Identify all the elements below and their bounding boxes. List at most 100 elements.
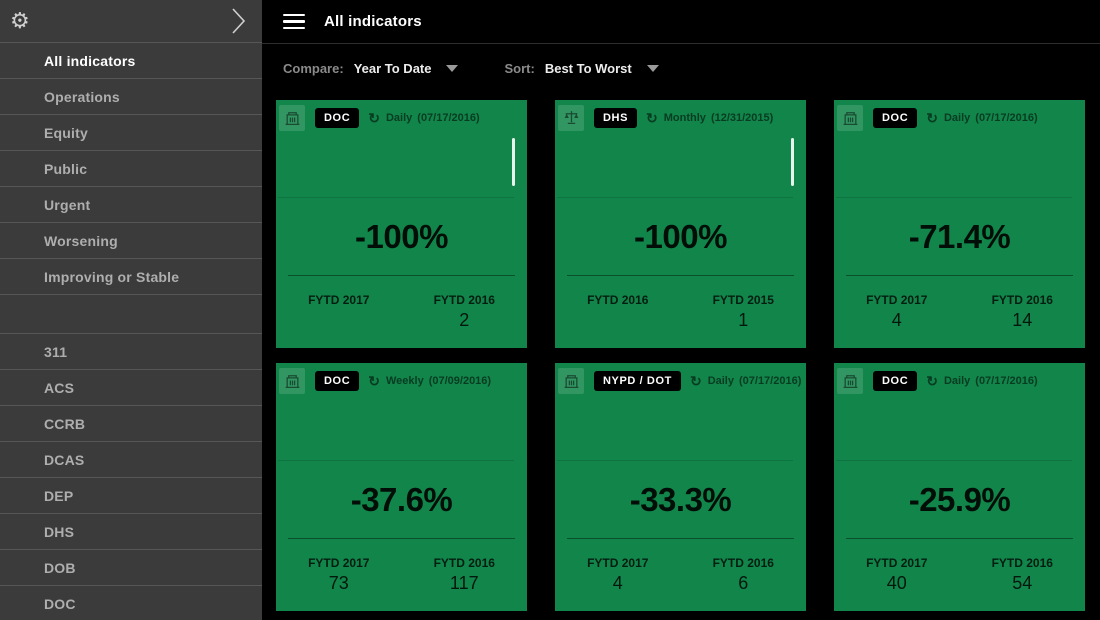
chevron-down-icon[interactable]	[446, 64, 459, 72]
sidebar-item[interactable]: Improving or Stable	[0, 258, 262, 294]
indicator-card[interactable]: DOC ↻ Daily (07/17/2016) -71.4% FYTD 201…	[834, 100, 1085, 348]
refresh-icon: ↻	[689, 372, 702, 389]
agency-badge: DHS	[594, 107, 638, 128]
stat-value: 40	[886, 573, 907, 593]
card-header: DOC ↻ Daily (07/17/2016)	[276, 100, 527, 132]
card-scrollbar[interactable]	[512, 138, 515, 186]
update-info: ↻ Daily (07/17/2016)	[690, 374, 801, 388]
indicator-name-area	[557, 397, 793, 461]
chevron-right-icon[interactable]	[232, 7, 246, 35]
sidebar-item[interactable]: CCRB	[0, 405, 262, 441]
sidebar-item[interactable]: Public	[0, 150, 262, 186]
card-header: DOC ↻ Daily (07/17/2016)	[834, 363, 1085, 395]
stat-label: FYTD 2016	[712, 556, 774, 570]
indicator-card[interactable]: DHS ↻ Monthly (12/31/2015) -100% FYTD 20…	[555, 100, 806, 348]
sidebar-item[interactable]: ACS	[0, 369, 262, 405]
frequency-label: Weekly	[385, 374, 424, 387]
stat-value: 14	[1012, 310, 1033, 330]
card-header: NYPD / DOT ↻ Daily (07/17/2016)	[555, 363, 806, 395]
stat-right: FYTD 2016 2	[402, 276, 528, 348]
hamburger-icon[interactable]	[283, 13, 305, 30]
card-header: DOC ↻ Daily (07/17/2016)	[834, 100, 1085, 132]
stat-label: FYTD 2016	[433, 293, 495, 307]
stat-value: 54	[1012, 573, 1033, 593]
percent-change: -33.3%	[629, 480, 732, 518]
stat-label: FYTD 2015	[712, 293, 774, 307]
building-icon	[843, 375, 857, 389]
sidebar-item[interactable]: 311	[0, 333, 262, 369]
sidebar-item-label: DHS	[44, 523, 75, 540]
compare-label: Compare:	[283, 60, 344, 76]
refresh-icon: ↻	[368, 372, 380, 389]
sidebar-item[interactable]: DHS	[0, 513, 262, 549]
sidebar-item-label: DCAS	[44, 451, 85, 468]
card-footer: FYTD 2017 73 FYTD 2016 117	[276, 539, 527, 611]
card-divider	[288, 538, 515, 539]
compare-dropdown[interactable]: Compare: Year To Date	[283, 60, 459, 76]
sidebar: ⚙ All indicators Operations Equity Publi…	[0, 0, 262, 620]
indicator-card[interactable]: DOC ↻ Daily (07/17/2016) -25.9% FYTD 201…	[834, 363, 1085, 611]
agency-badge: DOC	[315, 370, 360, 391]
sidebar-item[interactable]: DOB	[0, 549, 262, 585]
update-info: ↻ Weekly (07/09/2016)	[368, 374, 491, 388]
sidebar-item[interactable]: DOC	[0, 585, 262, 620]
agency-icon	[279, 367, 305, 394]
sort-label: Sort:	[504, 60, 535, 76]
stat-label: FYTD 2017	[587, 556, 649, 570]
agency-badge: DOC	[315, 107, 360, 128]
agency-badge: NYPD / DOT	[594, 370, 681, 391]
stat-label: FYTD 2017	[866, 556, 928, 570]
sidebar-item-label: All indicators	[44, 52, 136, 69]
sort-dropdown[interactable]: Sort: Best To Worst	[504, 60, 659, 76]
main-area: All indicators Compare: Year To Date Sor…	[262, 0, 1100, 620]
building-icon	[285, 375, 299, 389]
stat-right: FYTD 2016 54	[960, 539, 1086, 611]
indicator-name-area	[557, 134, 793, 198]
stat-left: FYTD 2017 73	[276, 539, 402, 611]
gear-icon[interactable]: ⚙	[10, 8, 30, 33]
page-title: All indicators	[324, 13, 422, 30]
stat-value: 6	[738, 573, 749, 593]
card-divider	[567, 275, 794, 276]
sidebar-item-label: Worsening	[44, 232, 118, 249]
sidebar-item-label: DOC	[44, 595, 76, 612]
last-updated-date: (07/17/2016)	[738, 374, 802, 387]
stat-value: 117	[449, 573, 479, 593]
scales-icon	[564, 111, 578, 124]
filterbar: Compare: Year To Date Sort: Best To Wors…	[262, 44, 1100, 92]
sidebar-item-label: Public	[44, 160, 88, 177]
card-divider	[567, 538, 794, 539]
sidebar-item-label: Improving or Stable	[44, 268, 180, 285]
card-scrollbar[interactable]	[791, 138, 794, 186]
indicator-card[interactable]: NYPD / DOT ↻ Daily (07/17/2016) -33.3% F…	[555, 363, 806, 611]
sidebar-item[interactable]: All indicators	[0, 42, 262, 78]
indicator-card[interactable]: DOC ↻ Daily (07/17/2016) -100% FYTD 2017…	[276, 100, 527, 348]
building-icon	[564, 375, 578, 389]
stat-label: FYTD 2016	[587, 293, 649, 307]
sidebar-item[interactable]: Operations	[0, 78, 262, 114]
sidebar-item[interactable]: DCAS	[0, 441, 262, 477]
sidebar-item[interactable]: DEP	[0, 477, 262, 513]
chevron-down-icon[interactable]	[646, 64, 659, 72]
cards-grid: DOC ↻ Daily (07/17/2016) -100% FYTD 2017…	[262, 92, 1100, 611]
refresh-icon: ↻	[926, 372, 938, 389]
agency-icon	[558, 104, 584, 131]
indicator-name-area	[836, 134, 1072, 198]
titlebar: All indicators	[262, 0, 1100, 44]
stat-left: FYTD 2017 4	[555, 539, 681, 611]
indicator-name-area	[278, 134, 514, 198]
sidebar-item[interactable]: Urgent	[0, 186, 262, 222]
card-divider	[846, 538, 1073, 539]
stat-value: 2	[459, 310, 470, 330]
sidebar-item[interactable]: Equity	[0, 114, 262, 150]
indicator-card[interactable]: DOC ↻ Weekly (07/09/2016) -37.6% FYTD 20…	[276, 363, 527, 611]
stat-label: FYTD 2017	[308, 293, 370, 307]
sidebar-item-label: Urgent	[44, 196, 91, 213]
card-footer: FYTD 2017 40 FYTD 2016 54	[834, 539, 1085, 611]
card-footer: FYTD 2017 4 FYTD 2016 14	[834, 276, 1085, 348]
stat-left: FYTD 2017 4	[834, 276, 960, 348]
change-area: -37.6%	[276, 461, 527, 538]
stat-left: FYTD 2016	[555, 276, 681, 348]
sidebar-item[interactable]: Worsening	[0, 222, 262, 258]
change-area: -25.9%	[834, 461, 1085, 538]
